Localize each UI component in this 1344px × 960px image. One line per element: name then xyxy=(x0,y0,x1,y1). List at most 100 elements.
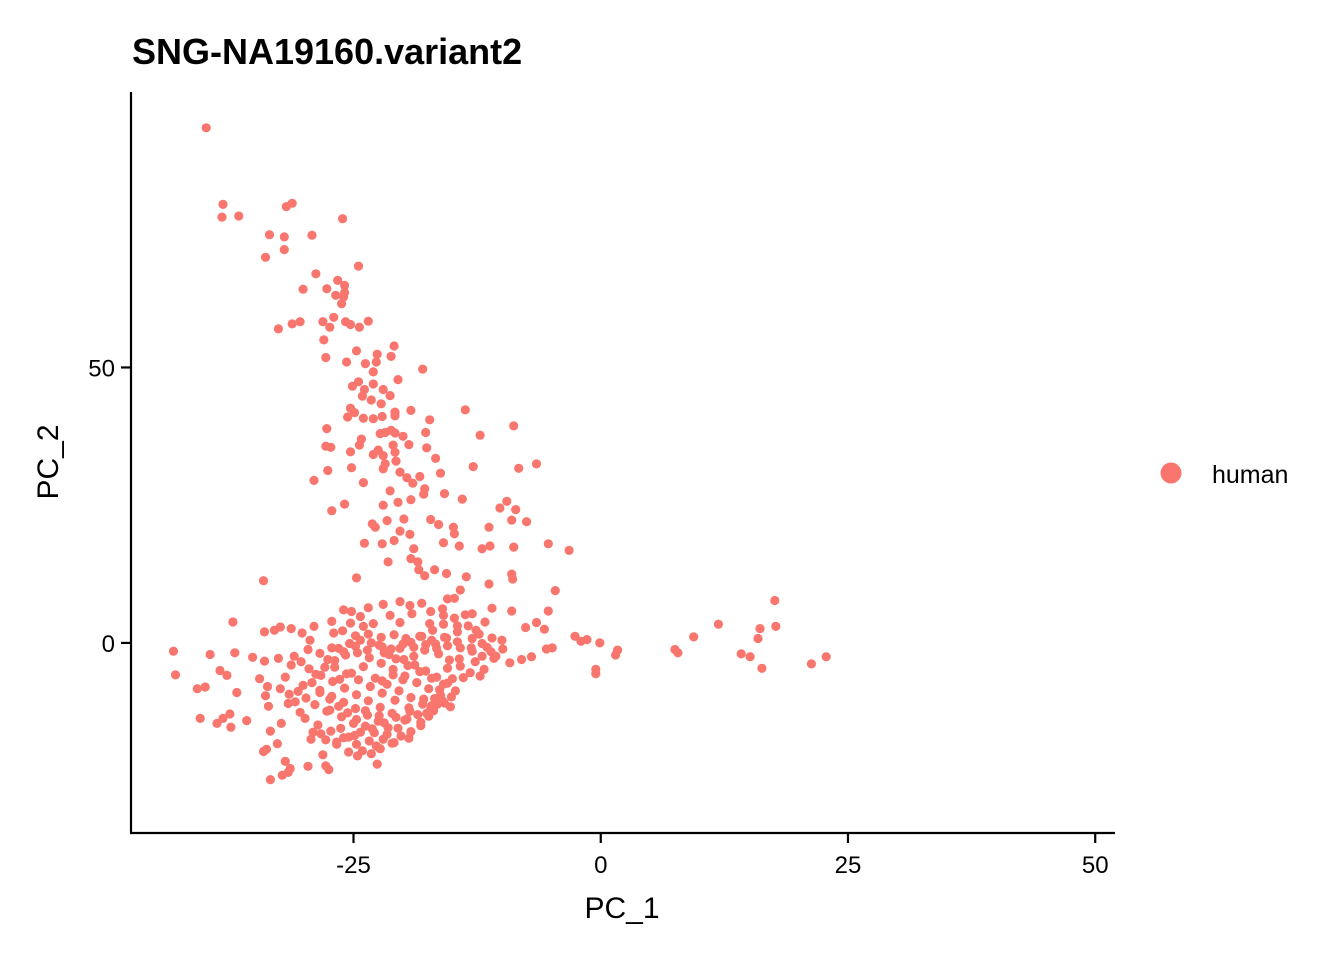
data-point xyxy=(391,654,401,664)
data-point xyxy=(371,741,381,751)
data-point xyxy=(377,676,387,686)
data-point xyxy=(427,673,437,683)
data-point xyxy=(360,359,370,369)
data-point xyxy=(398,675,408,685)
data-point xyxy=(484,522,494,532)
data-point xyxy=(262,681,273,692)
data-point xyxy=(309,621,319,632)
data-point xyxy=(388,670,398,680)
data-point xyxy=(366,395,376,405)
data-point xyxy=(363,316,373,326)
data-point xyxy=(477,544,487,554)
data-point xyxy=(316,670,326,681)
data-point xyxy=(480,617,490,627)
data-point xyxy=(329,312,339,322)
data-point xyxy=(316,729,326,739)
data-point xyxy=(259,656,270,666)
data-point xyxy=(372,349,382,359)
data-point xyxy=(395,643,405,654)
data-point xyxy=(355,635,365,645)
data-point xyxy=(364,736,374,746)
data-point xyxy=(280,756,290,767)
data-point xyxy=(358,478,368,488)
data-point xyxy=(334,643,344,654)
data-point xyxy=(275,684,285,694)
data-point xyxy=(465,668,475,678)
data-point xyxy=(531,459,542,469)
data-point xyxy=(360,721,370,731)
data-point xyxy=(322,284,332,294)
data-point xyxy=(368,449,378,460)
data-point xyxy=(255,674,265,684)
data-point xyxy=(265,726,275,736)
data-point xyxy=(466,643,476,653)
data-point xyxy=(689,632,699,642)
data-point xyxy=(446,692,456,702)
data-point xyxy=(365,681,375,692)
data-point xyxy=(736,649,746,659)
data-point xyxy=(430,565,440,575)
data-point xyxy=(455,643,465,653)
data-point xyxy=(458,673,468,683)
data-point xyxy=(415,471,425,482)
data-point xyxy=(445,702,455,712)
data-point xyxy=(382,516,392,526)
data-point xyxy=(426,514,436,525)
data-point xyxy=(333,275,343,285)
data-point xyxy=(300,713,310,724)
data-point xyxy=(406,405,416,415)
data-point xyxy=(372,759,382,769)
data-point xyxy=(502,496,512,506)
data-point xyxy=(280,672,290,682)
data-point xyxy=(420,571,430,581)
data-point xyxy=(454,541,464,551)
data-point xyxy=(745,652,755,662)
x-tick-label: 0 xyxy=(594,852,607,879)
data-point xyxy=(363,629,373,639)
data-point xyxy=(379,648,389,658)
data-point xyxy=(309,475,319,485)
data-point xyxy=(479,664,489,675)
x-tick-label: -25 xyxy=(336,852,371,879)
data-point xyxy=(497,635,507,645)
data-point xyxy=(368,414,378,424)
data-point xyxy=(362,645,372,655)
data-point xyxy=(319,335,329,345)
data-point xyxy=(377,411,387,422)
data-point xyxy=(435,468,446,478)
data-point xyxy=(226,722,236,732)
data-point xyxy=(306,734,316,744)
data-point xyxy=(353,261,364,271)
data-point xyxy=(770,595,780,606)
data-point xyxy=(313,720,323,730)
data-point xyxy=(354,440,364,450)
data-point xyxy=(320,662,330,672)
data-point xyxy=(390,447,400,457)
data-point xyxy=(346,463,357,473)
data-point xyxy=(713,619,724,629)
data-point xyxy=(387,738,397,748)
data-point xyxy=(405,706,415,716)
data-point xyxy=(297,628,307,638)
data-point xyxy=(201,123,211,133)
data-point xyxy=(200,682,210,692)
data-point xyxy=(390,695,400,705)
data-point xyxy=(327,691,337,702)
data-point xyxy=(509,542,519,552)
data-point xyxy=(170,670,181,680)
data-point xyxy=(413,710,423,720)
data-point xyxy=(406,637,416,648)
data-point xyxy=(507,515,517,525)
data-point xyxy=(368,619,378,629)
data-point xyxy=(283,698,293,709)
data-point xyxy=(406,495,416,505)
data-point xyxy=(402,473,412,483)
data-point xyxy=(363,603,373,613)
data-point xyxy=(328,676,338,687)
data-point xyxy=(349,408,360,418)
data-point xyxy=(455,585,465,595)
data-point xyxy=(531,617,542,628)
data-point xyxy=(382,729,392,740)
y-axis-ticks: 0 50 xyxy=(88,355,131,658)
data-point xyxy=(366,749,376,759)
